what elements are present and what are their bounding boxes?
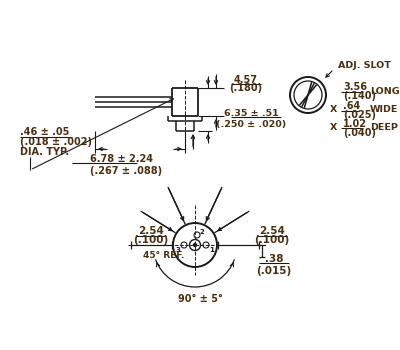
Text: 6.35 ± .51: 6.35 ± .51: [224, 108, 278, 118]
Text: 3.56: 3.56: [343, 82, 367, 92]
Text: .46 ± .05: .46 ± .05: [20, 127, 69, 137]
Text: 1: 1: [210, 247, 214, 253]
Text: X: X: [330, 105, 337, 113]
Text: 2.54: 2.54: [138, 226, 164, 236]
Text: .38: .38: [265, 254, 283, 264]
Text: 1.02: 1.02: [343, 119, 367, 129]
Text: 4.57: 4.57: [234, 75, 258, 85]
Text: (.250 ± .020): (.250 ± .020): [216, 120, 286, 130]
Text: .64: .64: [343, 101, 360, 111]
Text: DIA. TYP.: DIA. TYP.: [20, 147, 69, 157]
Text: X: X: [330, 122, 337, 132]
Text: 2: 2: [200, 229, 204, 235]
Text: 45° REF.: 45° REF.: [143, 251, 184, 259]
Text: (.180): (.180): [230, 83, 262, 93]
Text: DEEP: DEEP: [370, 124, 398, 133]
Text: (.015): (.015): [256, 266, 292, 276]
Text: ADJ. SLOT: ADJ. SLOT: [338, 61, 391, 70]
Text: 90° ± 5°: 90° ± 5°: [178, 294, 222, 304]
Text: 6.78 ± 2.24: 6.78 ± 2.24: [90, 154, 153, 164]
Text: (.267 ± .088): (.267 ± .088): [90, 166, 162, 176]
Text: (.025): (.025): [343, 110, 376, 120]
Text: (.018 ± .002): (.018 ± .002): [20, 137, 92, 147]
Text: (.100): (.100): [254, 235, 290, 245]
Text: (.040): (.040): [343, 128, 376, 138]
Text: WIDE: WIDE: [370, 105, 398, 114]
Text: 2.54: 2.54: [259, 226, 285, 236]
Circle shape: [194, 244, 196, 246]
Text: (.100): (.100): [133, 235, 169, 245]
Text: LONG: LONG: [370, 88, 400, 97]
Text: 3: 3: [176, 247, 180, 253]
Text: (.140): (.140): [343, 91, 376, 101]
